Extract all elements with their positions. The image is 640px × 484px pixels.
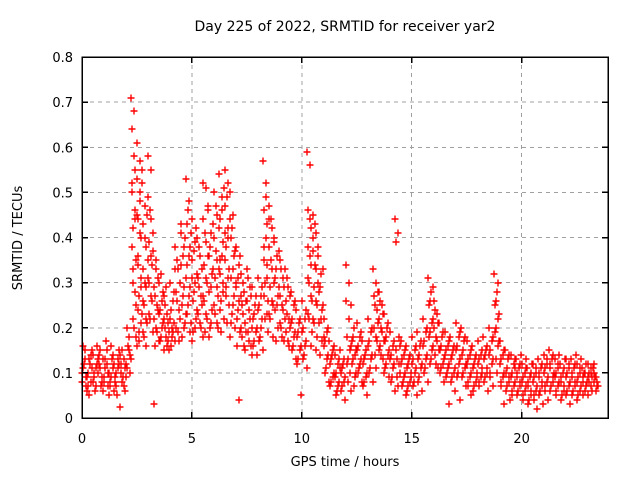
y-axis-label: SRMTID / TECUs bbox=[11, 186, 26, 291]
x-tick-label: 20 bbox=[513, 432, 530, 447]
x-tick-label: 15 bbox=[403, 432, 420, 447]
tick-labels: 0 5 10 15 20 0 0.1 0.2 0.3 0.4 0.5 0.6 0.7 0.8 bbox=[52, 51, 530, 447]
y-tick-label: 0.5 bbox=[52, 186, 73, 201]
y-tick-label: 0.4 bbox=[52, 232, 73, 247]
y-tick-label: 0.7 bbox=[52, 96, 73, 111]
y-tick-label: 0.1 bbox=[52, 367, 73, 382]
y-tick-label: 0 bbox=[65, 412, 73, 427]
y-tick-label: 0.6 bbox=[52, 141, 73, 156]
y-tick-label: 0.8 bbox=[52, 51, 73, 66]
x-tick-label: 0 bbox=[78, 432, 86, 447]
y-tick-label: 0.3 bbox=[52, 277, 73, 292]
y-tick-label: 0.2 bbox=[52, 322, 73, 337]
axis-ticks bbox=[81, 56, 608, 419]
x-tick-label: 10 bbox=[294, 432, 311, 447]
x-tick-label: 5 bbox=[188, 432, 196, 447]
chart-title: Day 225 of 2022, SRMTID for receiver yar… bbox=[195, 19, 496, 35]
x-axis-label: GPS time / hours bbox=[291, 455, 400, 470]
